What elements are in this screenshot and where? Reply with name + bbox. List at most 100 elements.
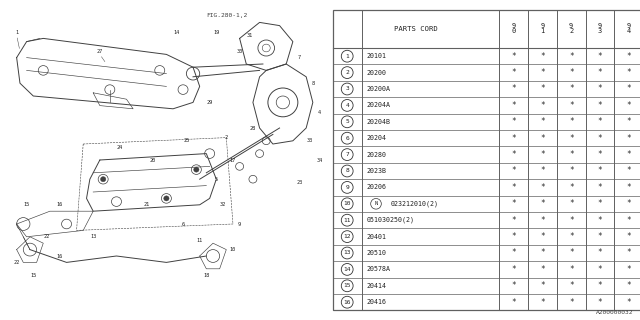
- Text: 7: 7: [346, 152, 349, 157]
- Text: *: *: [511, 134, 516, 143]
- Text: *: *: [569, 101, 573, 110]
- Text: *: *: [569, 68, 573, 77]
- Text: *: *: [598, 216, 602, 225]
- Text: 8: 8: [311, 81, 314, 86]
- Text: *: *: [511, 101, 516, 110]
- Text: *: *: [598, 68, 602, 77]
- Text: *: *: [569, 117, 573, 126]
- Text: 13: 13: [90, 234, 96, 239]
- Text: *: *: [511, 265, 516, 274]
- Text: 14: 14: [344, 267, 351, 272]
- Text: *: *: [540, 52, 545, 61]
- Text: 1: 1: [15, 29, 18, 35]
- Text: 20204: 20204: [366, 135, 387, 141]
- Text: *: *: [511, 199, 516, 208]
- Text: *: *: [569, 265, 573, 274]
- Text: 20204B: 20204B: [366, 119, 390, 125]
- Text: 25: 25: [183, 138, 189, 143]
- Text: 1: 1: [346, 54, 349, 59]
- Text: *: *: [511, 183, 516, 192]
- Text: *: *: [627, 281, 631, 290]
- Text: *: *: [598, 101, 602, 110]
- Text: *: *: [511, 166, 516, 175]
- Text: *: *: [540, 232, 545, 241]
- Text: *: *: [540, 199, 545, 208]
- Text: 20414: 20414: [366, 283, 387, 289]
- Text: *: *: [627, 166, 631, 175]
- Text: 9
2: 9 2: [569, 23, 573, 35]
- Circle shape: [164, 196, 169, 201]
- Text: 20204A: 20204A: [366, 102, 390, 108]
- Text: 023212010(2): 023212010(2): [390, 201, 438, 207]
- Text: 9
3: 9 3: [598, 23, 602, 35]
- Text: 12: 12: [344, 234, 351, 239]
- Text: *: *: [511, 117, 516, 126]
- Text: *: *: [627, 52, 631, 61]
- Text: *: *: [569, 84, 573, 93]
- Text: *: *: [540, 265, 545, 274]
- Text: *: *: [598, 134, 602, 143]
- Text: 16: 16: [344, 300, 351, 305]
- Text: PARTS CORD: PARTS CORD: [394, 26, 438, 32]
- Text: *: *: [598, 199, 602, 208]
- Text: *: *: [569, 166, 573, 175]
- Text: 9: 9: [238, 221, 241, 227]
- Text: *: *: [598, 117, 602, 126]
- Text: 9
0: 9 0: [511, 23, 516, 35]
- Text: *: *: [569, 232, 573, 241]
- Text: 10: 10: [344, 201, 351, 206]
- Text: *: *: [627, 134, 631, 143]
- Text: 11: 11: [344, 218, 351, 223]
- Text: *: *: [540, 117, 545, 126]
- Text: 10: 10: [230, 247, 236, 252]
- Text: *: *: [540, 249, 545, 258]
- Text: 16: 16: [57, 202, 63, 207]
- Text: 15: 15: [344, 283, 351, 288]
- Text: *: *: [598, 52, 602, 61]
- Text: *: *: [540, 166, 545, 175]
- Text: 9
1: 9 1: [540, 23, 545, 35]
- Text: *: *: [598, 232, 602, 241]
- Text: *: *: [540, 150, 545, 159]
- Text: *: *: [540, 84, 545, 93]
- Text: 20101: 20101: [366, 53, 387, 59]
- Text: 20200A: 20200A: [366, 86, 390, 92]
- Text: FIG.280-1,2: FIG.280-1,2: [206, 13, 248, 19]
- Text: *: *: [627, 232, 631, 241]
- Text: *: *: [627, 216, 631, 225]
- Text: 20206: 20206: [366, 184, 387, 190]
- Text: 8: 8: [346, 169, 349, 173]
- Text: 2: 2: [225, 135, 228, 140]
- Text: 17: 17: [230, 157, 236, 163]
- Text: 6: 6: [346, 136, 349, 141]
- Text: 15: 15: [24, 202, 29, 207]
- Text: 29: 29: [207, 100, 212, 105]
- Text: *: *: [627, 117, 631, 126]
- Text: 14: 14: [173, 29, 179, 35]
- Text: *: *: [511, 84, 516, 93]
- Text: *: *: [569, 52, 573, 61]
- Text: *: *: [627, 68, 631, 77]
- Text: *: *: [627, 298, 631, 307]
- Text: *: *: [511, 52, 516, 61]
- Text: 23: 23: [296, 180, 303, 185]
- Text: 7: 7: [298, 55, 301, 60]
- Text: *: *: [569, 199, 573, 208]
- Text: *: *: [627, 183, 631, 192]
- Text: 32: 32: [220, 202, 226, 207]
- Text: 9: 9: [346, 185, 349, 190]
- Text: *: *: [598, 249, 602, 258]
- Text: A200000032: A200000032: [596, 310, 634, 315]
- Text: 28: 28: [250, 125, 256, 131]
- Text: N: N: [374, 201, 378, 206]
- Text: *: *: [598, 265, 602, 274]
- Text: *: *: [627, 199, 631, 208]
- Text: 15: 15: [30, 273, 36, 278]
- Text: 24: 24: [116, 145, 123, 150]
- Text: *: *: [569, 281, 573, 290]
- Text: 2023B: 2023B: [366, 168, 387, 174]
- Text: 27: 27: [97, 49, 103, 54]
- Text: *: *: [598, 298, 602, 307]
- Text: *: *: [598, 183, 602, 192]
- Text: *: *: [511, 150, 516, 159]
